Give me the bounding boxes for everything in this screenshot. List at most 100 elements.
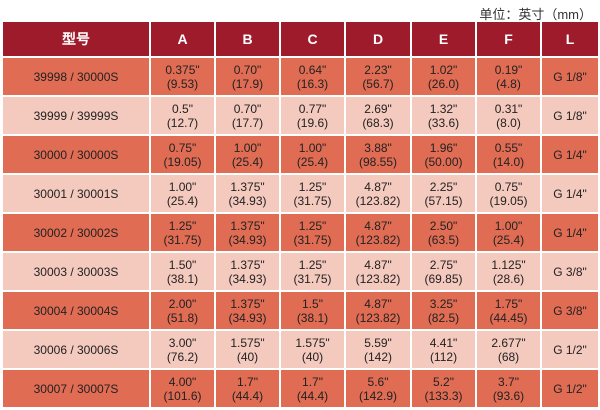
value-mm: (50.00): [424, 154, 463, 169]
value-mm: (31.75): [293, 193, 332, 208]
unit-note: 单位：英寸（mm）: [479, 7, 592, 22]
value-inch: 5.59": [364, 335, 392, 350]
cell-l: G 1/8": [542, 58, 598, 95]
header-f: F: [477, 22, 540, 56]
value-inch: 0.5": [172, 101, 193, 116]
value-mm: (133.3): [424, 388, 463, 403]
header-row: 型号 A B C D E F L: [3, 22, 598, 56]
value-mm: (34.93): [228, 271, 267, 286]
header-c: C: [281, 22, 344, 56]
table-row: 30007 / 30007S 4.00" (101.6) 1.7" (44.4) 1.7"…: [3, 370, 598, 407]
value-inch: 1.375": [230, 296, 265, 311]
cell-a: 4.00" (101.6): [151, 370, 214, 407]
value-mm: (44.4): [296, 388, 329, 403]
cell-model: 30000 / 30000S: [3, 136, 149, 173]
cell-f: 1.00" (25.4): [477, 214, 540, 251]
cell-c: 1.5" (38.1): [281, 292, 344, 329]
value-inch: 3.88": [364, 140, 392, 155]
cell-b: 1.7" (44.4): [216, 370, 279, 407]
value-inch: 0.70": [233, 101, 262, 116]
value-mm: (34.93): [228, 232, 267, 247]
value-inch: 2.50": [429, 218, 458, 233]
value-mm: (33.6): [427, 115, 460, 130]
cell-l: G 1/2": [542, 331, 598, 368]
table-row: 39998 / 30000S 0.375" (9.53) 0.70" (17.9) 0.6…: [3, 58, 598, 95]
value-mm: (4.8): [496, 76, 521, 91]
cell-f: 1.125" (28.6): [477, 253, 540, 290]
value-mm: (38.1): [166, 271, 199, 286]
value-inch: 0.75": [494, 179, 523, 194]
cell-a: 1.25" (31.75): [151, 214, 214, 251]
cell-l: G 1/4": [542, 136, 598, 173]
value-inch: 2.69": [364, 101, 392, 116]
cell-l: G 1/2": [542, 370, 598, 407]
cell-c: 0.77" (19.6): [281, 97, 344, 134]
cell-c: 1.25" (31.75): [281, 253, 344, 290]
value-inch: 1.25": [298, 257, 327, 272]
cell-b: 1.575" (40): [216, 331, 279, 368]
value-mm: (14.0): [492, 154, 525, 169]
value-inch: 1.575": [295, 335, 330, 350]
value-mm: (9.53): [166, 76, 199, 91]
header-b: B: [216, 22, 279, 56]
value-mm: (123.82): [355, 232, 401, 247]
value-inch: 2.00": [168, 296, 197, 311]
value-mm: (40): [236, 349, 259, 364]
cell-c: 1.25" (31.75): [281, 214, 344, 251]
value-mm: (57.15): [424, 193, 463, 208]
value-inch: 0.19": [494, 62, 523, 77]
cell-model: 39998 / 30000S: [3, 58, 149, 95]
cell-l: G 1/8": [542, 97, 598, 134]
value-mm: (101.6): [163, 388, 202, 403]
cell-e: 5.2" (133.3): [412, 370, 475, 407]
value-inch: 1.02": [429, 62, 458, 77]
cell-l: G 3/8": [542, 292, 598, 329]
value-mm: (63.5): [427, 232, 460, 247]
value-inch: 2.23": [364, 62, 392, 77]
cell-c: 1.00" (25.4): [281, 136, 344, 173]
cell-model: 30004 / 30004S: [3, 292, 149, 329]
value-inch: 1.00": [233, 140, 262, 155]
value-mm: (26.0): [427, 76, 460, 91]
value-mm: (16.3): [296, 76, 329, 91]
cell-a: 1.50" (38.1): [151, 253, 214, 290]
table-row: 30001 / 30001S 1.00" (25.4) 1.375" (34.93) 1.…: [3, 175, 598, 212]
cell-b: 1.375" (34.93): [216, 214, 279, 251]
value-inch: 1.96": [429, 140, 458, 155]
cell-a: 0.375" (9.53): [151, 58, 214, 95]
cell-model: 30001 / 30001S: [3, 175, 149, 212]
value-inch: 4.87": [364, 218, 392, 233]
value-mm: (44.4): [231, 388, 264, 403]
value-inch: 4.87": [364, 296, 392, 311]
value-inch: 0.70": [233, 62, 262, 77]
table-row: 30002 / 30002S 1.25" (31.75) 1.375" (34.93) 1…: [3, 214, 598, 251]
cell-a: 0.5" (12.7): [151, 97, 214, 134]
value-mm: (25.4): [231, 154, 264, 169]
cell-b: 1.375" (34.93): [216, 253, 279, 290]
value-inch: 1.00": [298, 140, 327, 155]
cell-d: 4.87" (123.82): [346, 175, 410, 212]
cell-b: 1.375" (34.93): [216, 292, 279, 329]
cell-d: 2.23" (56.7): [346, 58, 410, 95]
cell-model: 30003 / 30003S: [3, 253, 149, 290]
value-inch: 3.7": [498, 374, 519, 389]
value-inch: 1.7": [237, 374, 258, 389]
value-mm: (28.6): [492, 271, 525, 286]
table-row: 30006 / 30006S 3.00" (76.2) 1.575" (40) 1.575…: [3, 331, 598, 368]
cell-b: 0.70" (17.9): [216, 58, 279, 95]
value-inch: 1.00": [168, 179, 197, 194]
value-mm: (19.6): [296, 115, 329, 130]
value-mm: (112): [429, 349, 458, 364]
cell-c: 1.7" (44.4): [281, 370, 344, 407]
value-inch: 0.64": [298, 62, 327, 77]
value-mm: (142): [363, 349, 392, 364]
value-mm: (93.6): [492, 388, 525, 403]
value-inch: 1.25": [168, 218, 197, 233]
cell-e: 1.02" (26.0): [412, 58, 475, 95]
value-mm: (17.9): [231, 76, 264, 91]
cell-l: G 3/8": [542, 253, 598, 290]
value-mm: (31.75): [293, 232, 332, 247]
value-mm: (25.4): [296, 154, 329, 169]
value-inch: 1.125": [491, 257, 526, 272]
value-inch: 0.55": [494, 140, 523, 155]
